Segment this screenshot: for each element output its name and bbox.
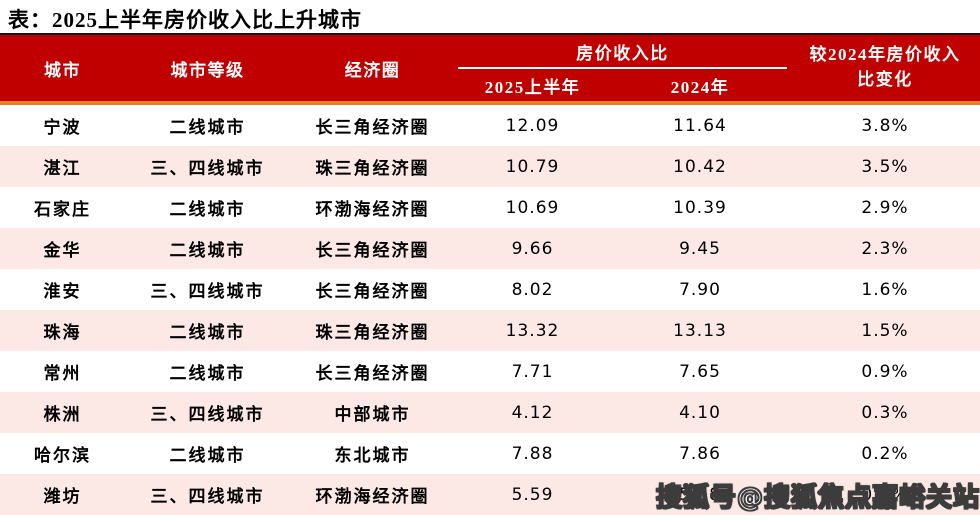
cell-tier: 三、四线城市	[150, 159, 265, 178]
cell-ratio-2025: 10.69	[505, 197, 560, 218]
cell-circle: 中部城市	[334, 405, 411, 424]
cell-tier: 二线城市	[169, 200, 246, 219]
header-city: 城市	[44, 60, 81, 80]
cell-city: 珠海	[43, 323, 82, 342]
header-circle: 经济圈	[344, 60, 401, 80]
housing-price-income-table: 城市 城市等级 经济圈 房价收入比 2025上半年 2024年 较2024年房价…	[0, 33, 980, 515]
cell-ratio-2025: 9.66	[511, 238, 554, 259]
cell-ratio-2025: 4.12	[511, 402, 554, 423]
cell-city: 石家庄	[34, 200, 91, 219]
cell-ratio-2024: 13.13	[673, 320, 727, 341]
header-change-vs-2024: 较2024年房价收入比变化	[790, 35, 980, 101]
header-tier: 城市等级	[170, 60, 245, 80]
cell-change: 2.9%	[861, 197, 909, 218]
cell-ratio-2025: 7.71	[511, 361, 554, 382]
cell-ratio-2024: 4.10	[679, 402, 721, 423]
cell-ratio-2024: 5.58	[679, 484, 721, 505]
cell-change: 0.2%	[861, 443, 909, 464]
cell-ratio-2024: 9.45	[679, 238, 721, 259]
cell-tier: 三、四线城市	[150, 405, 265, 424]
cell-ratio-2025: 5.59	[511, 484, 554, 505]
cell-change: 0.9%	[861, 361, 909, 382]
cell-circle: 珠三角经济圈	[315, 159, 430, 178]
cell-circle: 长三角经济圈	[315, 241, 430, 260]
cell-ratio-2025: 12.09	[505, 115, 560, 136]
cell-circle: 长三角经济圈	[315, 282, 430, 301]
cell-ratio-2024: 10.39	[673, 197, 727, 218]
cell-city: 湛江	[43, 159, 82, 178]
table-title: 表：2025上半年房价收入比上升城市	[8, 8, 362, 32]
cell-ratio-2024: 11.64	[673, 115, 727, 136]
cell-change: 0.3%	[861, 402, 909, 423]
table-row: 株洲 三、四线城市 中部城市 4.12 4.10 0.3%	[0, 392, 980, 433]
cell-circle: 环渤海经济圈	[315, 200, 430, 219]
cell-change: 3.5%	[861, 156, 909, 177]
table-row: 常州 二线城市 长三角经济圈 7.71 7.65 0.9%	[0, 351, 980, 392]
table-row: 湛江 三、四线城市 珠三角经济圈 10.79 10.42 3.5%	[0, 146, 980, 187]
cell-ratio-2024: 10.42	[673, 156, 727, 177]
cell-city: 宁波	[43, 118, 82, 137]
table-row: 哈尔滨 二线城市 东北城市 7.88 7.86 0.2%	[0, 433, 980, 474]
cell-tier: 二线城市	[169, 364, 246, 383]
cell-change: 1.6%	[861, 279, 909, 300]
cell-change: 0.2%	[861, 484, 909, 505]
cell-tier: 三、四线城市	[150, 282, 265, 301]
table-row: 潍坊 三、四线城市 环渤海经济圈 5.59 5.58 0.2%	[0, 474, 980, 515]
cell-city: 潍坊	[43, 487, 82, 506]
cell-change: 2.3%	[861, 238, 909, 259]
cell-city: 常州	[43, 364, 82, 383]
header-group-price-income-ratio: 房价收入比	[458, 35, 787, 69]
table-body: 宁波 二线城市 长三角经济圈 12.09 11.64 3.8% 湛江 三、四线城…	[0, 105, 980, 515]
cell-circle: 环渤海经济圈	[315, 487, 430, 506]
table-row: 金华 二线城市 长三角经济圈 9.66 9.45 2.3%	[0, 228, 980, 269]
cell-ratio-2024: 7.86	[679, 443, 721, 464]
table-row: 宁波 二线城市 长三角经济圈 12.09 11.64 3.8%	[0, 105, 980, 146]
cell-change: 3.8%	[861, 115, 909, 136]
cell-ratio-2025: 7.88	[511, 443, 554, 464]
cell-city: 淮安	[43, 282, 82, 301]
table-header: 城市 城市等级 经济圈 房价收入比 2025上半年 2024年 较2024年房价…	[0, 35, 980, 105]
cell-ratio-2025: 10.79	[505, 156, 560, 177]
cell-city: 金华	[43, 241, 82, 260]
cell-ratio-2025: 8.02	[511, 279, 554, 300]
table-row: 珠海 二线城市 珠三角经济圈 13.32 13.13 1.5%	[0, 310, 980, 351]
cell-city: 哈尔滨	[34, 446, 91, 465]
header-2024: 2024年	[670, 77, 730, 97]
cell-tier: 三、四线城市	[150, 487, 265, 506]
cell-ratio-2024: 7.65	[679, 361, 721, 382]
cell-tier: 二线城市	[169, 241, 246, 260]
cell-ratio-2024: 7.90	[679, 279, 721, 300]
cell-tier: 二线城市	[169, 323, 246, 342]
cell-city: 株洲	[43, 405, 82, 424]
cell-change: 1.5%	[861, 320, 909, 341]
cell-ratio-2025: 13.32	[505, 320, 560, 341]
cell-circle: 长三角经济圈	[315, 364, 430, 383]
sohu-watermark: 搜狐号@搜狐焦点嘉峪关站	[655, 482, 980, 514]
cell-circle: 珠三角经济圈	[315, 323, 430, 342]
table-row: 淮安 三、四线城市 长三角经济圈 8.02 7.90 1.6%	[0, 269, 980, 310]
header-change-label: 较2024年房价收入比变化	[809, 45, 961, 89]
cell-tier: 二线城市	[169, 446, 246, 465]
header-2025h1: 2025上半年	[484, 77, 581, 97]
cell-circle: 长三角经济圈	[315, 118, 430, 137]
cell-tier: 二线城市	[169, 118, 246, 137]
table-row: 石家庄 二线城市 环渤海经济圈 10.69 10.39 2.9%	[0, 187, 980, 228]
cell-circle: 东北城市	[334, 446, 411, 465]
